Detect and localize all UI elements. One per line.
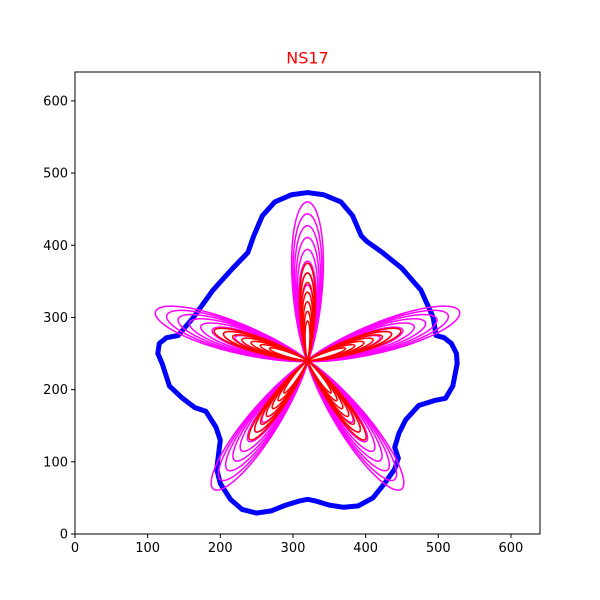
- magenta-petal-contour-7-4: [306, 359, 405, 491]
- y-tick-label: 0: [60, 528, 68, 543]
- y-tick-label: 200: [43, 383, 68, 398]
- magenta-petal-contour-7-0: [290, 201, 325, 362]
- x-tick-label: 200: [208, 541, 233, 556]
- y-tick-label: 400: [43, 239, 68, 254]
- chart-title: NS17: [286, 49, 328, 68]
- x-tick-label: 500: [426, 541, 451, 556]
- red-petal-contour-6-4: [306, 359, 367, 441]
- red-petal-contour-6-2: [213, 327, 309, 362]
- x-tick-label: 300: [281, 541, 306, 556]
- magenta-petal-contour-7-3: [210, 359, 309, 491]
- y-tick-label: 100: [43, 455, 68, 470]
- red-petal-contour-6-0: [298, 262, 317, 362]
- y-tick-label: 300: [43, 311, 68, 326]
- plot-area: [154, 190, 461, 516]
- y-tick-label: 600: [43, 94, 68, 109]
- red-petal-contour-6-1: [306, 327, 402, 362]
- magenta-petal-contour-7-2: [154, 305, 309, 363]
- blue-outline-curve: [155, 190, 460, 516]
- x-axis: 0 100 200 300 400 500 600: [71, 534, 523, 556]
- magenta-petal-contour-7-1: [306, 305, 461, 363]
- y-axis: 0 100 200 300 400 500 600: [43, 94, 75, 543]
- x-tick-label: 100: [135, 541, 160, 556]
- axes-frame: [74, 71, 541, 535]
- red-petal-contour-6-3: [248, 359, 309, 441]
- x-tick-label: 400: [353, 541, 378, 556]
- x-tick-label: 600: [499, 541, 524, 556]
- y-tick-label: 500: [43, 167, 68, 182]
- x-tick-label: 0: [71, 541, 79, 556]
